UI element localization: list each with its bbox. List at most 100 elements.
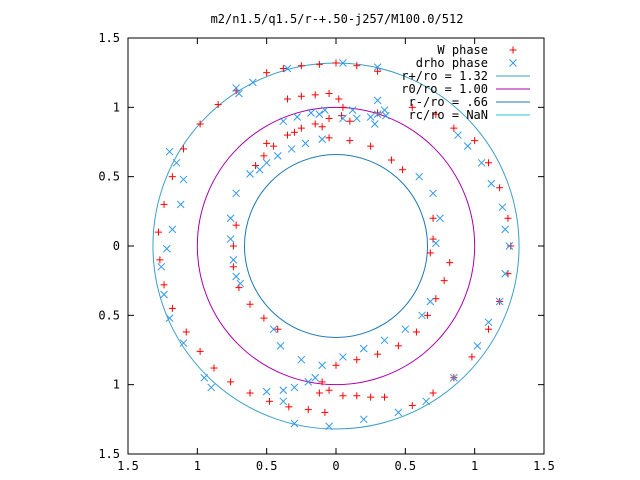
- series-1-point-17: [232, 189, 241, 198]
- series-0-point-67: [471, 137, 479, 145]
- series-1-point-55: [415, 172, 424, 181]
- series-0-point-64: [504, 214, 512, 222]
- series-1-point-53: [382, 111, 390, 120]
- series-0-point-29: [160, 281, 168, 289]
- series-1-point-24: [172, 158, 181, 167]
- series-1-point-12: [287, 145, 296, 153]
- series-0-point-20: [374, 67, 382, 75]
- series-0-point-66: [485, 159, 493, 167]
- series-1-point-67: [359, 415, 368, 424]
- series-0: [155, 59, 515, 416]
- series-0-point-84: [290, 128, 298, 136]
- series-0-point-34: [227, 378, 235, 386]
- series-0-point-17: [315, 60, 323, 68]
- series-1-point-72: [477, 158, 486, 167]
- series-0-point-74: [274, 325, 282, 333]
- series-0-point-40: [318, 378, 326, 386]
- series-1-point-26: [176, 200, 185, 209]
- series-0-point-56: [408, 401, 416, 409]
- series-0-point-69: [229, 242, 237, 250]
- series-0-point-70: [229, 263, 237, 271]
- series-0-point-55: [446, 259, 454, 267]
- series-1-point-61: [495, 297, 504, 306]
- series-1-point-65: [422, 397, 430, 406]
- series-0-point-72: [246, 300, 254, 308]
- series-0-point-83: [263, 139, 271, 147]
- x-tick-label-6: 1.5: [533, 459, 555, 473]
- x-tick-label-3: 0: [332, 459, 339, 473]
- series-1-point-1: [293, 113, 302, 121]
- series-0-point-22: [214, 101, 222, 109]
- series-1-point-23: [165, 147, 174, 156]
- axis-ticks: 1.5 1 0.5 0 0.5 1 1.51.510.500.511.5: [98, 31, 555, 473]
- series-1-point-70: [454, 131, 462, 139]
- series-0-point-43: [353, 392, 361, 400]
- legend-symbol-0: [509, 46, 517, 54]
- series-0-point-48: [353, 356, 361, 364]
- series-1: [157, 59, 514, 431]
- series-1-point-37: [290, 383, 299, 392]
- series-1-point-39: [311, 373, 320, 382]
- series-0-point-41: [325, 386, 333, 394]
- series-0-point-6: [338, 112, 346, 120]
- series-1-point-25: [179, 175, 188, 184]
- series-1-point-3: [321, 106, 329, 114]
- series-1-point-68: [325, 422, 333, 431]
- series-0-point-4: [335, 95, 343, 103]
- y-tick-label-4: 0.5: [98, 308, 120, 322]
- legend-label-4: r-/ro = .66: [409, 95, 488, 109]
- series-1-point-11: [273, 152, 282, 160]
- series-1-point-34: [207, 383, 216, 392]
- series-1-point-42: [276, 341, 285, 350]
- series-1-point-59: [505, 242, 514, 250]
- series-0-point-88: [408, 103, 416, 111]
- series-1-point-7: [373, 110, 382, 119]
- series-0-point-47: [332, 361, 340, 369]
- legend-label-3: r0/ro = 1.00: [401, 82, 488, 96]
- series-1-point-6: [366, 113, 375, 121]
- y-tick-label-3: 0: [113, 239, 120, 253]
- series-0-point-23: [196, 120, 204, 128]
- series-1-point-16: [255, 165, 264, 174]
- series-1-point-31: [165, 314, 174, 322]
- series-0-point-45: [381, 393, 389, 401]
- series-1-point-76: [235, 89, 243, 98]
- series-1-point-30: [160, 290, 168, 299]
- legend-label-1: drho phase: [416, 56, 488, 70]
- series-0-point-82: [325, 134, 333, 142]
- series-0-point-51: [412, 328, 420, 336]
- series-1-point-4: [339, 114, 347, 123]
- series-1-point-52: [348, 106, 357, 114]
- series-1-point-77: [232, 84, 241, 92]
- series-0-point-80: [367, 142, 375, 150]
- series-1-point-75: [501, 225, 510, 234]
- chart-title: m2/n1.5/q1.5/r-+.50-j257/M100.0/512: [211, 12, 464, 26]
- series-1-point-9: [373, 96, 382, 105]
- series-1-point-40: [279, 397, 288, 406]
- series-0-point-85: [318, 123, 326, 131]
- series-1-point-22: [236, 279, 245, 288]
- data-series: [155, 59, 515, 431]
- series-0-point-52: [424, 311, 432, 319]
- y-tick-label-2: 0.5: [98, 170, 120, 184]
- series-0-point-78: [399, 166, 407, 174]
- series-1-point-43: [297, 355, 306, 364]
- series-0-point-60: [485, 325, 493, 333]
- x-tick-label-4: 0.5: [394, 459, 416, 473]
- series-1-point-5: [352, 114, 361, 123]
- series-0-point-86: [346, 117, 354, 125]
- series-0-point-12: [260, 152, 268, 160]
- series-0-point-3: [325, 89, 333, 97]
- x-tick-label-1: 1: [194, 459, 201, 473]
- series-1-point-63: [473, 341, 482, 350]
- series-0-point-59: [468, 353, 476, 361]
- series-1-point-48: [401, 325, 410, 334]
- series-1-point-46: [359, 344, 368, 353]
- series-1-point-60: [501, 269, 510, 278]
- series-0-point-32: [196, 347, 204, 355]
- series-0-point-57: [429, 389, 437, 397]
- series-0-point-77: [426, 249, 434, 257]
- series-1-point-79: [283, 64, 292, 73]
